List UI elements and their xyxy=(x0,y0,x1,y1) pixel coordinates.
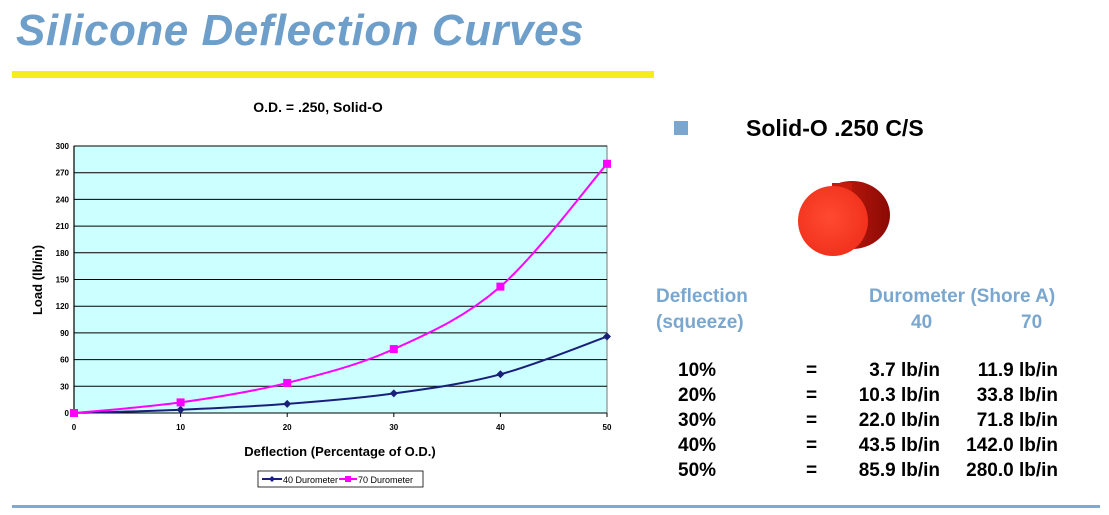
row-eq: = xyxy=(806,360,818,381)
y-tick-label: 150 xyxy=(56,276,70,285)
series-line-0 xyxy=(73,335,608,414)
x-tick-label: 40 xyxy=(496,423,505,432)
deflection-header: Deflection xyxy=(656,286,748,307)
table-row: 20% = 10.3 lb/in 33.8 lb/in xyxy=(0,385,1109,410)
data-point-40 xyxy=(603,332,611,341)
x-axis-label: Deflection (Percentage of O.D.) xyxy=(244,444,435,459)
title-underline xyxy=(12,71,654,78)
section-subtitle: Solid-O .250 C/S xyxy=(746,115,924,141)
bullet-icon xyxy=(674,121,688,135)
data-point-70 xyxy=(603,159,611,168)
legend-label-70: 70 Durometer xyxy=(358,475,413,485)
legend-label-40: 40 Durometer xyxy=(283,475,338,485)
row-v70: 280.0 lb/in xyxy=(966,460,1058,481)
y-tick-label: 30 xyxy=(60,382,69,391)
legend-marker-40 xyxy=(269,476,275,482)
y-tick-label: 240 xyxy=(56,195,70,204)
row-eq: = xyxy=(806,385,818,406)
table-row: 30% = 22.0 lb/in 71.8 lb/in xyxy=(0,410,1109,435)
row-pct: 10% xyxy=(678,360,717,381)
row-pct: 40% xyxy=(678,435,717,456)
row-pct: 30% xyxy=(678,410,717,431)
y-tick-label: 90 xyxy=(60,329,69,338)
series-line-1 xyxy=(73,163,608,414)
data-point-70 xyxy=(389,345,398,354)
table-row: 50% = 85.9 lb/in 280.0 lb/in xyxy=(0,460,1109,485)
data-point-70 xyxy=(283,378,292,387)
row-pct: 50% xyxy=(678,460,717,481)
y-tick-label: 180 xyxy=(56,249,70,258)
table-row: 10% = 3.7 lb/in 11.9 lb/in xyxy=(0,360,1109,385)
x-tick-label: 50 xyxy=(603,423,612,432)
row-v40: 22.0 lb/in xyxy=(858,410,940,431)
y-tick-label: 0 xyxy=(65,409,70,418)
chart-legend: 40 Durometer 70 Durometer xyxy=(257,470,424,488)
y-tick-label: 210 xyxy=(56,222,70,231)
row-v40: 10.3 lb/in xyxy=(858,385,940,406)
x-tick-label: 30 xyxy=(389,423,398,432)
row-v70: 142.0 lb/in xyxy=(966,435,1058,456)
row-v40: 3.7 lb/in xyxy=(869,360,940,381)
chart-title: O.D. = .250, Solid-O xyxy=(253,99,383,115)
y-tick-label: 60 xyxy=(60,356,69,365)
data-point-40 xyxy=(283,399,292,408)
y-tick-label: 300 xyxy=(56,142,70,151)
x-tick-label: 20 xyxy=(283,423,292,432)
y-tick-label: 120 xyxy=(56,302,70,311)
o-ring-cross-section-image xyxy=(798,181,890,256)
row-eq: = xyxy=(806,460,818,481)
data-point-40 xyxy=(176,405,185,414)
deflection-chart: O.D. = .250, Solid-O 0 30 60 90 120 150 180 210… xyxy=(30,99,612,488)
x-tick-label: 0 xyxy=(72,423,77,432)
table-row: 40% = 43.5 lb/in 142.0 lb/in xyxy=(0,435,1109,460)
y-axis-label: Load (lb/in) xyxy=(30,245,45,315)
durometer-header: Durometer (Shore A) xyxy=(869,286,1056,307)
row-v70: 11.9 lb/in xyxy=(977,360,1058,381)
durometer-40-header: 40 xyxy=(911,312,933,333)
page-title: Silicone Deflection Curves xyxy=(16,6,585,55)
data-point-40 xyxy=(496,370,505,379)
y-tick-label: 270 xyxy=(56,169,70,178)
row-v40: 85.9 lb/in xyxy=(858,460,940,481)
data-point-70 xyxy=(70,409,78,417)
data-point-70 xyxy=(496,282,505,291)
footer-divider xyxy=(12,505,1100,508)
row-eq: = xyxy=(806,435,818,456)
x-tick-label: 10 xyxy=(176,423,185,432)
row-eq: = xyxy=(806,410,818,431)
legend-marker-70 xyxy=(345,476,351,482)
squeeze-header: (squeeze) xyxy=(656,312,744,333)
data-point-40 xyxy=(389,389,398,398)
row-v70: 71.8 lb/in xyxy=(976,410,1058,431)
data-point-70 xyxy=(176,398,185,407)
row-v40: 43.5 lb/in xyxy=(858,435,940,456)
row-v70: 33.8 lb/in xyxy=(976,385,1058,406)
row-pct: 20% xyxy=(678,385,717,406)
durometer-70-header: 70 xyxy=(1021,312,1043,333)
